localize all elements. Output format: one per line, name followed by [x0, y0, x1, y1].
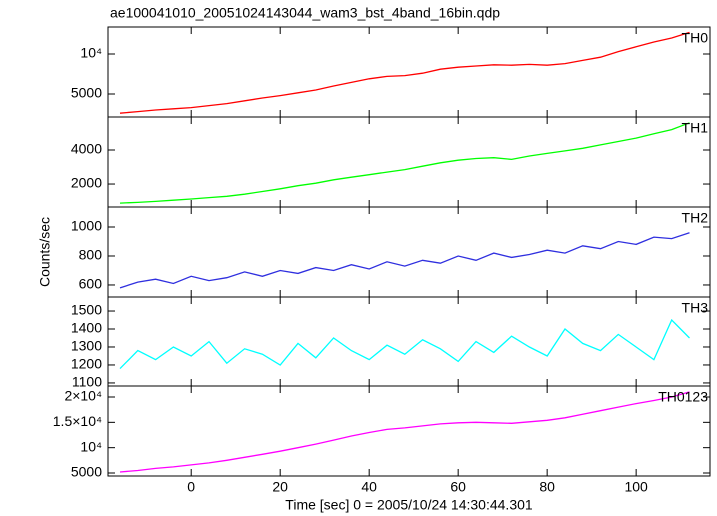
y-tick-label: 1200: [71, 356, 102, 372]
y-tick-label: 1300: [71, 338, 102, 354]
panel-frame: [107, 116, 711, 208]
y-tick-label: 10⁴: [80, 438, 102, 454]
y-tick-label: 800: [79, 247, 103, 263]
y-tick-label: 1400: [71, 320, 102, 336]
y-tick-label: 2000: [71, 175, 102, 191]
x-tick-label: 60: [450, 479, 466, 495]
y-tick-label: 10⁴: [80, 45, 102, 61]
panel-label: TH0: [682, 30, 709, 46]
x-tick-label: 40: [361, 479, 377, 495]
panel-label: TH0123: [658, 389, 708, 405]
y-tick-label: 1500: [71, 302, 102, 318]
y-tick-label: 5000: [71, 464, 102, 480]
panel-label: TH3: [682, 300, 709, 316]
y-tick-label: 5000: [71, 85, 102, 101]
y-axis-label: Counts/sec: [37, 217, 53, 287]
series-line: [119, 31, 690, 114]
panel-frame: [107, 385, 711, 477]
x-tick-label: 0: [187, 479, 195, 495]
y-tick-label: 4000: [71, 141, 102, 157]
panel-frame: [107, 296, 711, 387]
series-line: [119, 122, 690, 204]
y-tick-label: 1100: [72, 374, 102, 390]
panel-frame: [107, 206, 711, 298]
series-line: [119, 391, 690, 473]
y-tick-label: 2×10⁴: [64, 388, 102, 404]
series-line: [119, 232, 690, 289]
x-axis-label: Time [sec] 0 = 2005/10/24 14:30:44.301: [285, 497, 533, 513]
y-tick-label: 1000: [71, 218, 102, 234]
panel-frame: [107, 26, 711, 118]
panel-label: TH1: [682, 120, 709, 136]
chart-title: ae100041010_20051024143044_wam3_bst_4ban…: [110, 5, 500, 21]
y-tick-label: 600: [79, 276, 103, 292]
series-line: [119, 318, 690, 370]
x-tick-label: 100: [624, 479, 648, 495]
x-tick-label: 80: [539, 479, 555, 495]
panel-label: TH2: [682, 210, 709, 226]
x-tick-label: 20: [272, 479, 288, 495]
y-tick-label: 1.5×10⁴: [53, 413, 102, 429]
